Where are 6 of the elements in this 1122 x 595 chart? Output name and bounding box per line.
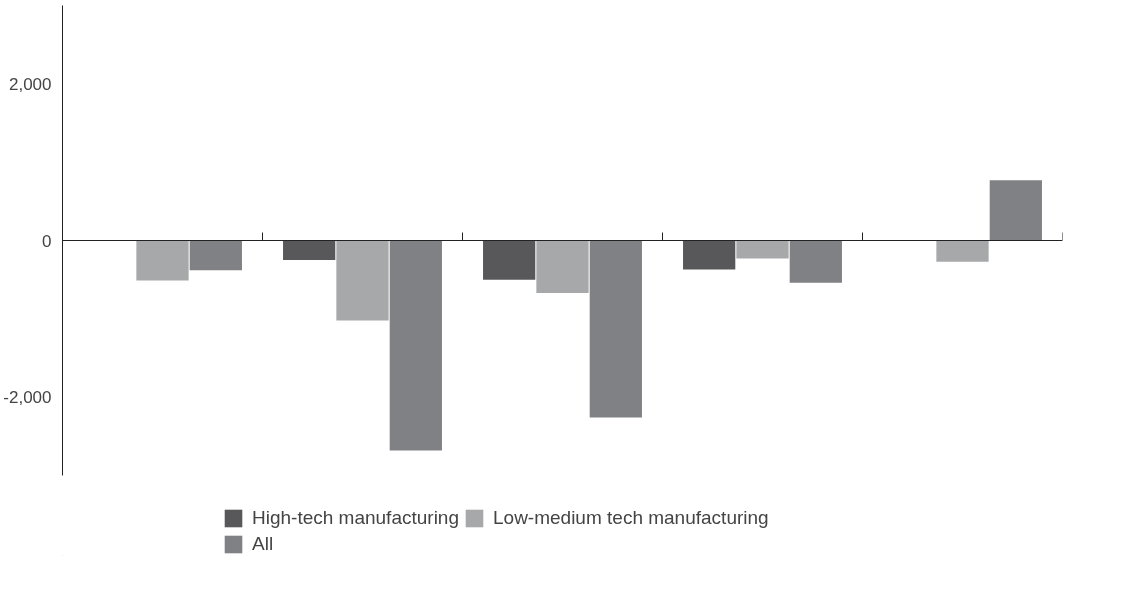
y-tick-label: 0 [42, 231, 52, 251]
legend-label: High-tech manufacturing [252, 507, 459, 529]
y-tick-label: -2,000 [3, 388, 52, 408]
y-tick-label: 2,000 [8, 74, 52, 94]
legend-label: Low-medium tech manufacturing [493, 507, 769, 529]
legend-label: All [252, 533, 274, 555]
